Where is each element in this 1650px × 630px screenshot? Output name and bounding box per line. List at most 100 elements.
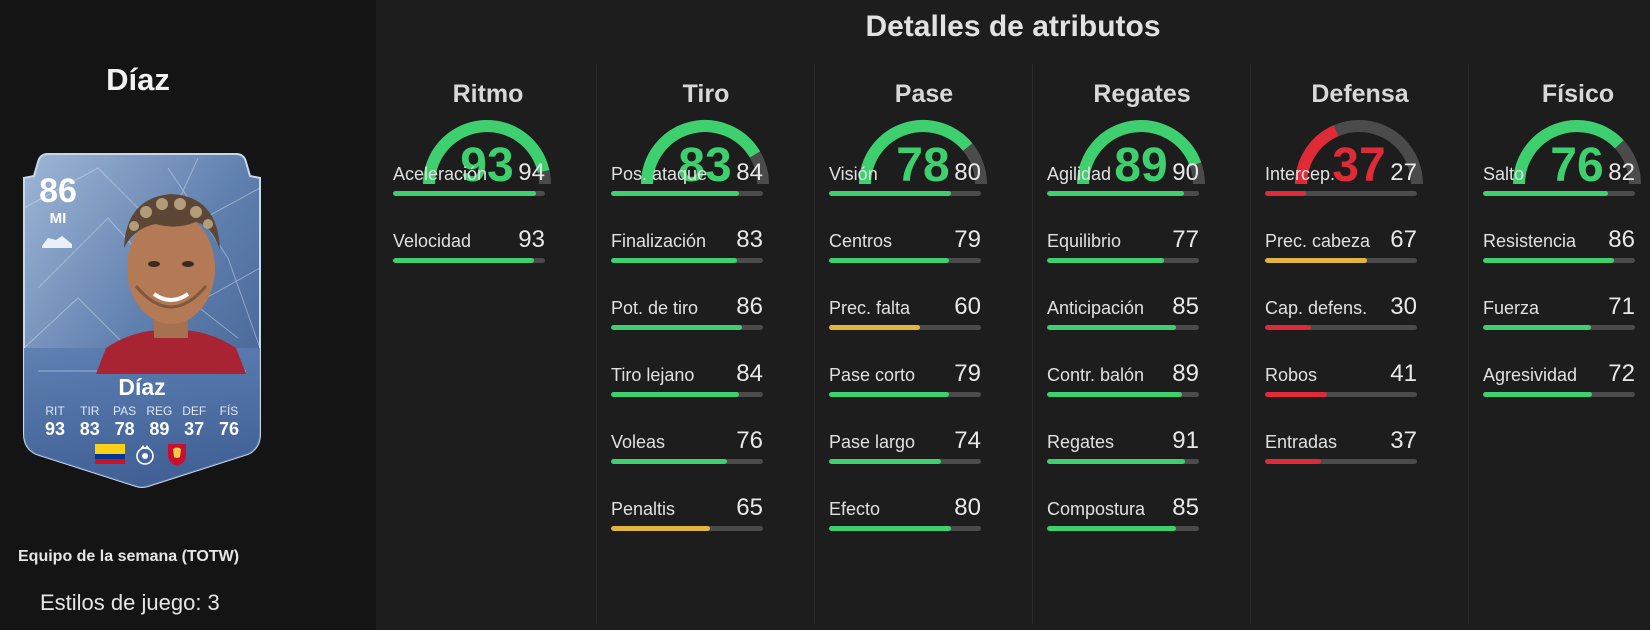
attribute-row: Prec. falta 60 bbox=[829, 293, 981, 338]
gauge-fill bbox=[641, 120, 761, 185]
column-title: Defensa bbox=[1311, 80, 1409, 108]
attribute-bar bbox=[1047, 325, 1199, 330]
attribute-row: Cap. defens. 30 bbox=[1265, 293, 1417, 338]
attribute-bar bbox=[1483, 325, 1635, 330]
attribute-value: 77 bbox=[1172, 226, 1199, 253]
gauge-value: 89 bbox=[1114, 139, 1168, 192]
attribute-label: Resistencia bbox=[1483, 231, 1577, 251]
attribute-value: 85 bbox=[1172, 494, 1199, 521]
attribute-value: 30 bbox=[1390, 293, 1417, 320]
attribute-row: Salto 82 bbox=[1483, 159, 1635, 204]
attribute-bar bbox=[1265, 459, 1417, 464]
attribute-bar-fill bbox=[829, 325, 921, 330]
gauge-arc bbox=[1077, 120, 1205, 185]
card-stat-fis: FÍS 76 bbox=[218, 404, 239, 439]
attribute-label: Prec. cabeza bbox=[1265, 231, 1371, 251]
gauge-fill bbox=[1295, 125, 1339, 185]
attribute-bar bbox=[1265, 325, 1417, 330]
attribute-bar bbox=[611, 258, 763, 263]
player-photo bbox=[96, 194, 246, 374]
gauge-value: 37 bbox=[1332, 139, 1386, 192]
card-stats: RIT 93 TIR 83 PAS 78 REG 89 DEF 37 FÍS 76 bbox=[40, 404, 244, 440]
attribute-value: 80 bbox=[954, 159, 981, 186]
column-title: Regates bbox=[1093, 80, 1191, 108]
stat-gauge: 93 bbox=[421, 118, 553, 192]
attribute-bar-fill bbox=[829, 392, 950, 397]
player-card: 86 MI Díaz RIT 93 TIR 83 PAS 78 REG 89 DEF 3 bbox=[18, 148, 266, 490]
attribute-value: 86 bbox=[736, 293, 763, 320]
attribute-row: Regates 91 bbox=[1047, 427, 1199, 472]
attribute-bar-fill bbox=[611, 258, 738, 263]
attribute-bar-fill bbox=[829, 191, 951, 196]
attribute-bar bbox=[829, 325, 981, 330]
attribute-value: 76 bbox=[736, 427, 763, 454]
gauge-value: 93 bbox=[460, 139, 514, 192]
attribute-bar bbox=[1483, 191, 1635, 196]
attribute-label: Contr. balón bbox=[1047, 365, 1145, 385]
attribute-row: Pase corto 79 bbox=[829, 360, 981, 405]
attribute-row: Visión 80 bbox=[829, 159, 981, 204]
attribute-row: Voleas 76 bbox=[611, 427, 763, 472]
attribute-label: Compostura bbox=[1047, 499, 1146, 519]
attribute-bar bbox=[1265, 392, 1417, 397]
attribute-bar bbox=[1047, 459, 1199, 464]
card-rating: 86 bbox=[39, 172, 77, 210]
attribute-column-pase: Pase 78 Visión 80 Centros 79 Prec. falta 60 Pase… bbox=[815, 62, 1033, 622]
attribute-bar-fill bbox=[1265, 459, 1322, 464]
attribute-row: Efecto 80 bbox=[829, 494, 981, 539]
attribute-bar bbox=[829, 258, 981, 263]
attribute-value: 67 bbox=[1390, 226, 1417, 253]
card-player-name: Díaz bbox=[118, 374, 166, 400]
stat-gauge: 76 bbox=[1511, 118, 1643, 192]
attribute-label: Aceleración bbox=[393, 164, 488, 184]
attribute-bar-fill bbox=[829, 526, 951, 531]
attribute-bar-fill bbox=[1483, 258, 1614, 263]
attribute-value: 65 bbox=[736, 494, 763, 521]
attribute-column-regates: Regates 89 Agilidad 90 Equilibrio 77 Anticipac… bbox=[1033, 62, 1251, 622]
attribute-value: 83 bbox=[736, 226, 763, 253]
attribute-bar-fill bbox=[1483, 325, 1591, 330]
attribute-bar bbox=[611, 325, 763, 330]
attribute-label: Centros bbox=[829, 231, 893, 251]
gauge-fill bbox=[1077, 120, 1202, 185]
player-panel: Díaz bbox=[0, 0, 376, 630]
attribute-value: 37 bbox=[1390, 427, 1417, 454]
gauge-arc bbox=[1513, 120, 1641, 185]
attribute-label: Pase corto bbox=[829, 365, 916, 385]
attribute-bar-fill bbox=[1483, 392, 1593, 397]
gauge-arc bbox=[1295, 120, 1423, 185]
gauge-arc bbox=[859, 120, 987, 185]
attribute-bar-fill bbox=[611, 325, 742, 330]
attribute-row: Compostura 85 bbox=[1047, 494, 1199, 539]
attribute-bar bbox=[1265, 258, 1417, 263]
attribute-bar-fill bbox=[1265, 258, 1367, 263]
attribute-label: Prec. falta bbox=[829, 298, 911, 318]
boot-icon bbox=[42, 236, 72, 248]
attribute-row: Entradas 37 bbox=[1265, 427, 1417, 472]
attribute-bar-fill bbox=[1483, 191, 1608, 196]
attribute-bar bbox=[1047, 191, 1199, 196]
attribute-row: Tiro lejano 84 bbox=[611, 360, 763, 405]
column-divider bbox=[1250, 64, 1251, 624]
card-badges bbox=[18, 441, 266, 467]
attribute-value: 84 bbox=[736, 360, 763, 387]
attribute-bar-fill bbox=[611, 191, 739, 196]
attribute-label: Tiro lejano bbox=[611, 365, 695, 385]
attribute-label: Pot. de tiro bbox=[611, 298, 699, 318]
attribute-value: 71 bbox=[1608, 293, 1635, 320]
attribute-bar-fill bbox=[1047, 526, 1177, 531]
column-divider bbox=[1468, 64, 1469, 624]
attribute-bar bbox=[393, 191, 545, 196]
column-title: Pase bbox=[894, 80, 954, 108]
attribute-row: Velocidad 93 bbox=[393, 226, 545, 271]
attribute-bar bbox=[611, 191, 763, 196]
attribute-row: Intercep. 27 bbox=[1265, 159, 1417, 204]
attribute-column-ritmo: Ritmo 93 Aceleración 94 Velocidad 93 bbox=[379, 62, 597, 622]
attribute-label: Intercep. bbox=[1265, 164, 1336, 184]
attribute-bar bbox=[1047, 526, 1199, 531]
attribute-bar-fill bbox=[829, 258, 950, 263]
colombia-flag-icon bbox=[95, 444, 125, 464]
stat-gauge: 37 bbox=[1293, 118, 1425, 192]
card-stat-pas: PAS 78 bbox=[113, 404, 137, 439]
attribute-value: 60 bbox=[954, 293, 981, 320]
